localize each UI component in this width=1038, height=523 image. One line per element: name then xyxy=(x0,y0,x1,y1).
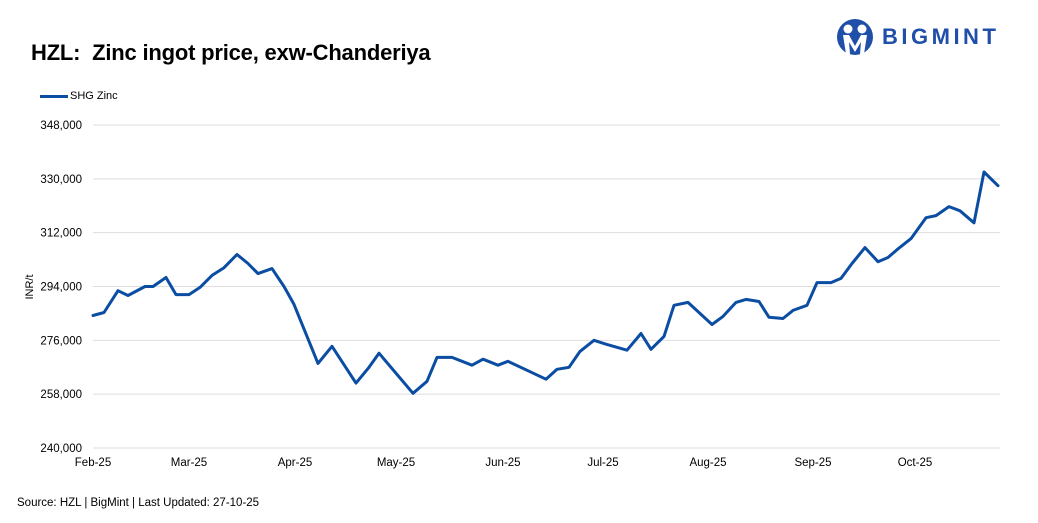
y-tick-label: 258,000 xyxy=(40,389,82,401)
gridlines xyxy=(93,124,1000,449)
x-tick-label: May-25 xyxy=(377,457,415,469)
y-tick-label: 312,000 xyxy=(40,228,82,240)
x-axis-ticks: Feb-25 Mar-25 Apr-25 May-25 Jun-25 Jul-25 Aug-… xyxy=(75,457,932,469)
x-tick-label: Apr-25 xyxy=(278,457,313,469)
x-tick-label: Feb-25 xyxy=(75,457,111,469)
y-tick-label: 240,000 xyxy=(40,443,82,455)
y-tick-label: 330,000 xyxy=(40,174,82,186)
y-tick-label: 294,000 xyxy=(40,282,82,294)
y-tick-label: 348,000 xyxy=(40,120,82,132)
logo-text: BIGMINT xyxy=(882,24,1000,49)
legend-label: SHG Zinc xyxy=(70,90,118,102)
source-note: Source: HZL | BigMint | Last Updated: 27… xyxy=(17,497,260,509)
legend-line-swatch xyxy=(40,94,68,98)
x-tick-label: Jul-25 xyxy=(587,457,618,469)
y-axis-label: INR/t xyxy=(24,274,36,299)
shg-zinc-line xyxy=(91,170,1000,395)
x-tick-label: Jun-25 xyxy=(485,457,520,469)
y-tick-label: 276,000 xyxy=(40,335,82,347)
x-tick-label: Mar-25 xyxy=(171,457,207,469)
bigmint-logo-icon xyxy=(837,19,873,55)
bigmint-logo: BIGMINT xyxy=(836,17,999,57)
x-tick-label: Sep-25 xyxy=(794,457,831,469)
chart-title: HZL: Zinc ingot price, exw-Chanderiya xyxy=(31,40,431,65)
x-tick-label: Aug-25 xyxy=(689,457,726,469)
y-axis-ticks: 240,000 258,000 276,000 294,000 312,000 330,0… xyxy=(40,120,82,455)
x-tick-label: Oct-25 xyxy=(898,457,933,469)
legend: SHG Zinc xyxy=(40,90,118,102)
